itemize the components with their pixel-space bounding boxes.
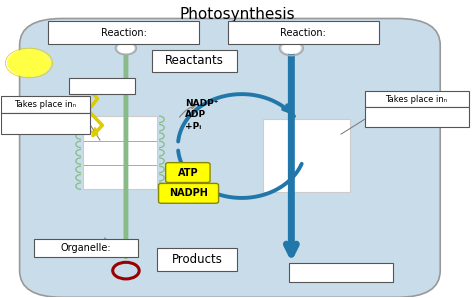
Text: ADP: ADP [185, 110, 206, 119]
Text: Takes place inₙ: Takes place inₙ [385, 95, 447, 104]
Circle shape [118, 43, 135, 54]
Text: NADP⁺: NADP⁺ [185, 99, 219, 108]
FancyBboxPatch shape [156, 248, 237, 271]
Text: Reaction:: Reaction: [280, 28, 326, 38]
FancyBboxPatch shape [0, 114, 91, 134]
FancyBboxPatch shape [365, 91, 469, 108]
Circle shape [282, 42, 301, 54]
Text: Photosynthesis: Photosynthesis [179, 7, 295, 21]
FancyBboxPatch shape [69, 78, 136, 94]
Text: Reaction:: Reaction: [100, 28, 146, 38]
Circle shape [8, 50, 50, 76]
Text: NADPH: NADPH [169, 189, 208, 198]
FancyBboxPatch shape [83, 117, 156, 189]
Text: Takes place inₙ: Takes place inₙ [15, 100, 77, 109]
Text: Reactants: Reactants [165, 54, 224, 67]
FancyBboxPatch shape [165, 163, 210, 182]
FancyBboxPatch shape [0, 96, 91, 114]
FancyBboxPatch shape [34, 240, 138, 257]
FancyBboxPatch shape [365, 108, 469, 127]
FancyBboxPatch shape [263, 119, 350, 192]
FancyBboxPatch shape [158, 183, 219, 203]
Text: +Pᵢ: +Pᵢ [185, 122, 201, 131]
FancyBboxPatch shape [289, 263, 393, 283]
FancyBboxPatch shape [48, 21, 199, 44]
FancyBboxPatch shape [228, 21, 379, 44]
Text: ATP: ATP [178, 168, 198, 178]
Text: Organelle:: Organelle: [61, 243, 111, 253]
FancyBboxPatch shape [19, 18, 440, 297]
Text: Products: Products [172, 253, 222, 266]
FancyBboxPatch shape [152, 50, 237, 72]
